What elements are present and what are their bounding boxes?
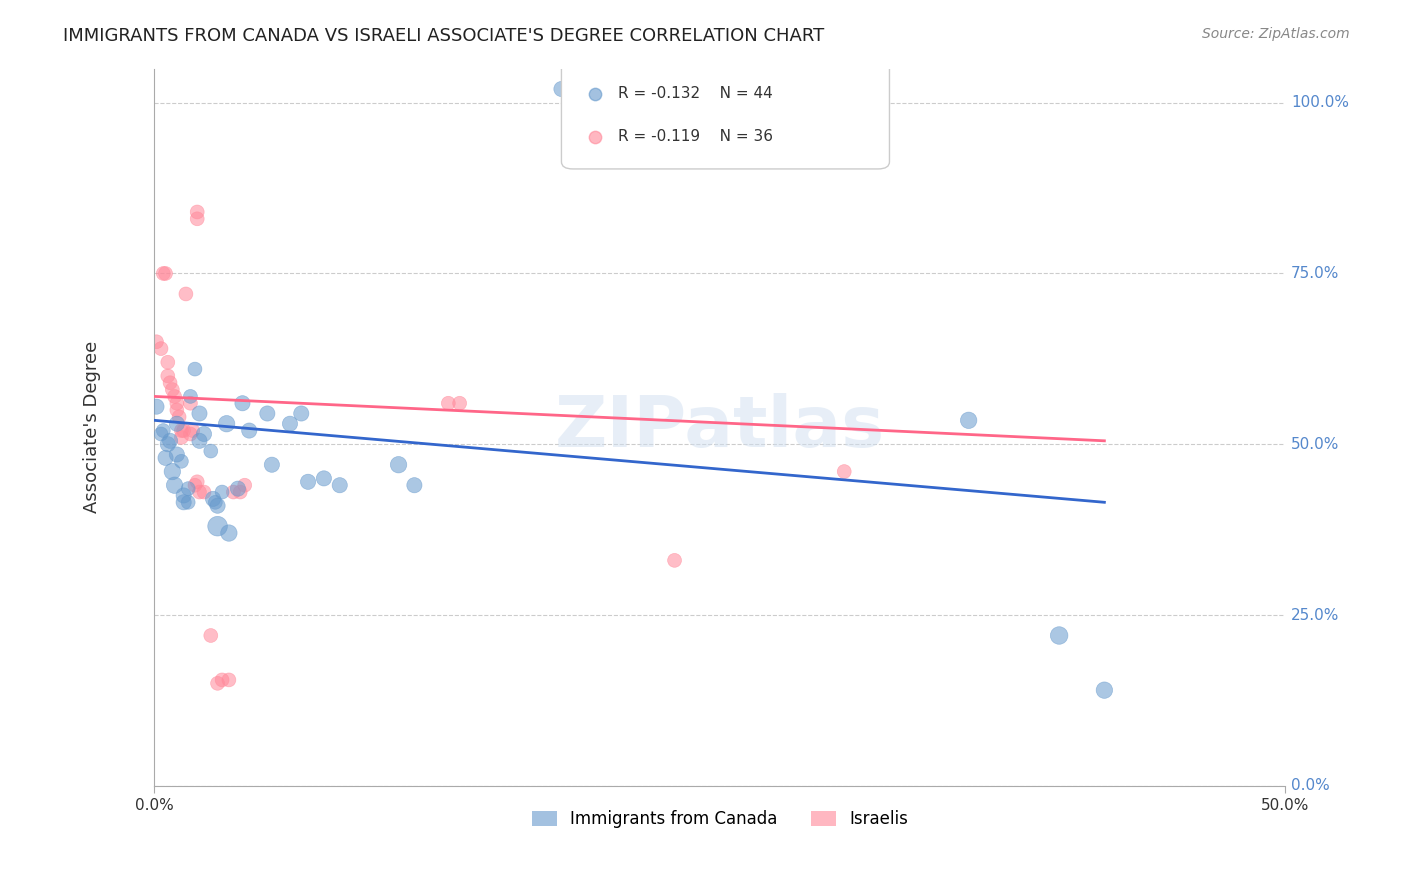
Immigrants from Canada bbox=[152, 424, 174, 438]
Israelis bbox=[150, 342, 173, 356]
Immigrants from Canada bbox=[177, 495, 200, 509]
Israelis bbox=[163, 389, 186, 403]
Point bbox=[1025, 161, 1047, 175]
Immigrants from Canada bbox=[957, 413, 980, 427]
Text: 50.0%: 50.0% bbox=[1291, 437, 1340, 451]
Text: IMMIGRANTS FROM CANADA VS ISRAELI ASSOCIATE'S DEGREE CORRELATION CHART: IMMIGRANTS FROM CANADA VS ISRAELI ASSOCI… bbox=[63, 27, 824, 45]
Immigrants from Canada bbox=[145, 400, 167, 414]
Immigrants from Canada bbox=[1047, 628, 1070, 642]
Text: Associate's Degree: Associate's Degree bbox=[83, 341, 101, 513]
Israelis bbox=[184, 478, 207, 492]
Immigrants from Canada bbox=[211, 485, 233, 500]
Immigrants from Canada bbox=[163, 478, 186, 492]
Israelis bbox=[166, 403, 188, 417]
Point bbox=[1025, 120, 1047, 134]
Immigrants from Canada bbox=[162, 465, 184, 479]
Text: ZIPatlas: ZIPatlas bbox=[555, 392, 884, 462]
Immigrants from Canada bbox=[256, 407, 278, 421]
Israelis bbox=[437, 396, 460, 410]
Immigrants from Canada bbox=[179, 389, 201, 403]
Legend: Immigrants from Canada, Israelis: Immigrants from Canada, Israelis bbox=[524, 804, 914, 835]
Israelis bbox=[218, 673, 240, 687]
Immigrants from Canada bbox=[550, 82, 572, 96]
Text: 0.0%: 0.0% bbox=[1291, 779, 1330, 793]
Immigrants from Canada bbox=[155, 450, 177, 465]
Israelis bbox=[449, 396, 471, 410]
Israelis bbox=[179, 396, 201, 410]
Text: R = -0.119    N = 36: R = -0.119 N = 36 bbox=[619, 129, 773, 145]
Israelis bbox=[233, 478, 256, 492]
Immigrants from Canada bbox=[188, 434, 211, 448]
Immigrants from Canada bbox=[188, 407, 211, 421]
Immigrants from Canada bbox=[231, 396, 253, 410]
Israelis bbox=[181, 424, 204, 438]
Israelis bbox=[170, 424, 193, 438]
Israelis bbox=[167, 409, 190, 424]
Immigrants from Canada bbox=[177, 482, 200, 496]
Immigrants from Canada bbox=[260, 458, 283, 472]
Immigrants from Canada bbox=[238, 424, 260, 438]
Israelis bbox=[156, 368, 179, 383]
Immigrants from Canada bbox=[170, 454, 193, 468]
Israelis bbox=[162, 383, 184, 397]
Immigrants from Canada bbox=[166, 417, 188, 431]
Immigrants from Canada bbox=[204, 495, 226, 509]
Israelis bbox=[832, 465, 855, 479]
Immigrants from Canada bbox=[297, 475, 319, 489]
Immigrants from Canada bbox=[166, 448, 188, 462]
Israelis bbox=[186, 205, 208, 219]
Immigrants from Canada bbox=[226, 482, 249, 496]
Text: 25.0%: 25.0% bbox=[1291, 607, 1340, 623]
Immigrants from Canada bbox=[200, 444, 222, 458]
Israelis bbox=[152, 267, 174, 281]
Israelis bbox=[156, 355, 179, 369]
Immigrants from Canada bbox=[207, 499, 229, 513]
Israelis bbox=[207, 676, 229, 690]
Israelis bbox=[222, 485, 245, 500]
Israelis bbox=[159, 376, 181, 390]
Israelis bbox=[145, 334, 167, 349]
Immigrants from Canada bbox=[193, 427, 215, 442]
Israelis bbox=[193, 485, 215, 500]
Immigrants from Canada bbox=[218, 526, 240, 541]
Israelis bbox=[211, 673, 233, 687]
Israelis bbox=[155, 267, 177, 281]
Immigrants from Canada bbox=[215, 417, 238, 431]
Immigrants from Canada bbox=[150, 427, 173, 442]
Immigrants from Canada bbox=[173, 488, 195, 502]
Israelis bbox=[179, 427, 201, 442]
Text: 75.0%: 75.0% bbox=[1291, 266, 1340, 281]
Immigrants from Canada bbox=[173, 495, 195, 509]
Israelis bbox=[664, 553, 686, 567]
Israelis bbox=[166, 396, 188, 410]
Israelis bbox=[186, 211, 208, 226]
Israelis bbox=[170, 430, 193, 444]
Immigrants from Canada bbox=[202, 491, 225, 506]
Immigrants from Canada bbox=[207, 519, 229, 533]
Immigrants from Canada bbox=[156, 437, 179, 451]
Israelis bbox=[186, 475, 208, 489]
Immigrants from Canada bbox=[404, 478, 426, 492]
Israelis bbox=[229, 485, 252, 500]
Text: R = -0.132    N = 44: R = -0.132 N = 44 bbox=[619, 87, 773, 101]
Israelis bbox=[200, 628, 222, 642]
Israelis bbox=[188, 485, 211, 500]
Immigrants from Canada bbox=[159, 434, 181, 448]
Text: Source: ZipAtlas.com: Source: ZipAtlas.com bbox=[1202, 27, 1350, 41]
Text: 100.0%: 100.0% bbox=[1291, 95, 1348, 111]
Immigrants from Canada bbox=[278, 417, 301, 431]
FancyBboxPatch shape bbox=[561, 62, 890, 169]
Immigrants from Canada bbox=[329, 478, 352, 492]
Immigrants from Canada bbox=[1092, 683, 1115, 698]
Israelis bbox=[174, 287, 197, 301]
Israelis bbox=[173, 424, 195, 438]
Immigrants from Canada bbox=[387, 458, 409, 472]
Immigrants from Canada bbox=[312, 471, 335, 485]
Immigrants from Canada bbox=[184, 362, 207, 376]
Immigrants from Canada bbox=[290, 407, 312, 421]
